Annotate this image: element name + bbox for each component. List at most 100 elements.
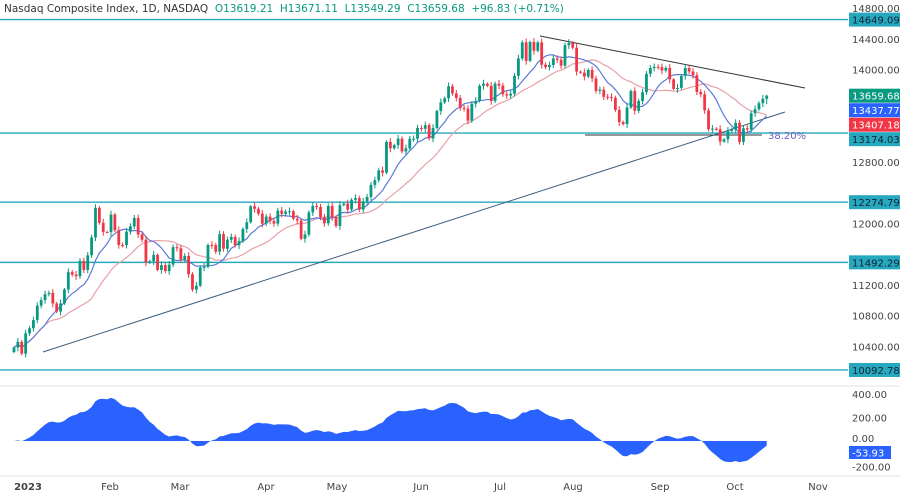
level-price-tag-bg: [849, 362, 900, 377]
candle-body: [338, 205, 342, 226]
candle-body: [470, 103, 474, 121]
candle-body: [625, 107, 629, 125]
time-axis-tick: Jul: [493, 482, 506, 493]
candle-body: [703, 94, 707, 111]
candle-body: [753, 109, 757, 114]
oscillator-axis-tick: 200.00: [852, 414, 887, 425]
candle-body: [198, 267, 202, 286]
oscillator-axis-tick: 0.00: [852, 434, 874, 445]
candle-body: [532, 41, 536, 51]
candle-body: [125, 231, 128, 246]
candle-body: [55, 303, 59, 312]
chart-title: Nasdaq Composite Index, 1D, NASDAQ O1361…: [4, 3, 564, 15]
candle-body: [598, 89, 602, 91]
candle-body: [586, 69, 590, 77]
candle-body: [695, 75, 699, 92]
candle-body: [222, 234, 225, 249]
candle-body: [357, 198, 361, 210]
price-axis-tick: 14800.00: [852, 4, 900, 15]
candle-body: [66, 272, 70, 290]
candle-body: [765, 95, 769, 99]
candle-body: [241, 229, 245, 242]
candle-body: [346, 203, 350, 210]
candle-body: [691, 71, 695, 76]
candle-body: [664, 67, 668, 71]
candle-body: [210, 245, 214, 247]
candle-body: [373, 180, 377, 185]
candle-body: [540, 42, 544, 65]
candle-body: [672, 79, 675, 89]
candle-body: [559, 59, 563, 66]
candle-body: [94, 207, 97, 238]
candle-body: [761, 98, 765, 104]
candle-body: [513, 75, 516, 94]
candle-body: [295, 218, 299, 221]
high-value: H13671.11: [279, 3, 338, 15]
last-price-tag: 13659.68: [852, 92, 900, 103]
candle-body: [648, 68, 652, 74]
candle-body: [493, 83, 497, 101]
price-axis-tick: 10800.00: [852, 312, 900, 323]
candle-body: [602, 89, 606, 97]
candle-body: [16, 341, 20, 348]
level-price-tag-bg: [849, 195, 900, 210]
candle-body: [423, 125, 427, 129]
candle-body: [641, 92, 644, 101]
candle-body: [191, 274, 194, 290]
level-price-tag-bg: [849, 12, 900, 27]
candle-body: [505, 94, 509, 96]
candle-body: [260, 213, 264, 224]
candle-body: [132, 217, 136, 227]
candle-body: [35, 305, 39, 321]
price-axis-tick: 11200.00: [852, 281, 900, 292]
oscillator-value-tag-bg: [849, 446, 891, 459]
candle-body: [714, 128, 718, 130]
candle-body: [668, 67, 672, 80]
candle-body: [726, 130, 730, 140]
price-axis-tick: 14400.00: [852, 35, 900, 46]
candle-body: [109, 214, 113, 233]
price-axis-tick: 12800.00: [852, 158, 900, 169]
candle-body: [171, 247, 175, 265]
candle-body: [315, 205, 319, 208]
candle-body: [396, 138, 400, 146]
candle-body: [323, 217, 326, 224]
candle-body: [742, 128, 745, 142]
candle-body: [683, 67, 687, 76]
candle-body: [156, 254, 159, 270]
candle-body: [226, 239, 229, 249]
candle-body: [536, 42, 540, 51]
level-price-tag: 10092.78: [852, 366, 900, 377]
candle-body: [687, 67, 691, 72]
candle-body: [140, 234, 144, 240]
candle-body: [175, 247, 179, 249]
fast-ma-price-tag-bg: [849, 103, 900, 118]
candle-body: [645, 73, 648, 93]
candle-body: [86, 255, 90, 270]
candle-body: [621, 122, 625, 125]
candle-body: [555, 58, 559, 60]
oscillator-axis-tick: -200.00: [852, 463, 891, 474]
candle-body: [571, 42, 575, 48]
candle-body: [699, 91, 703, 95]
candle-body: [148, 261, 152, 263]
candle-body: [12, 347, 16, 353]
candle-body: [447, 86, 450, 99]
candle-body: [408, 138, 412, 149]
candle-body: [113, 214, 117, 231]
candle-body: [233, 236, 237, 246]
candle-body: [74, 274, 78, 277]
fast-ma-price-tag: 13437.77: [852, 106, 900, 117]
candle-body: [70, 272, 74, 275]
candle-body: [117, 230, 121, 245]
descending-trendline: [539, 35, 806, 89]
candle-body: [214, 245, 218, 252]
candle-body: [32, 320, 35, 329]
candle-body: [20, 341, 24, 354]
candle-body: [319, 207, 322, 218]
level-price-tag: 12274.79: [852, 198, 900, 209]
time-axis-tick: Apr: [257, 482, 275, 493]
candle-body: [229, 236, 233, 240]
symbol-label: Nasdaq Composite Index, 1D, NASDAQ: [4, 3, 209, 15]
